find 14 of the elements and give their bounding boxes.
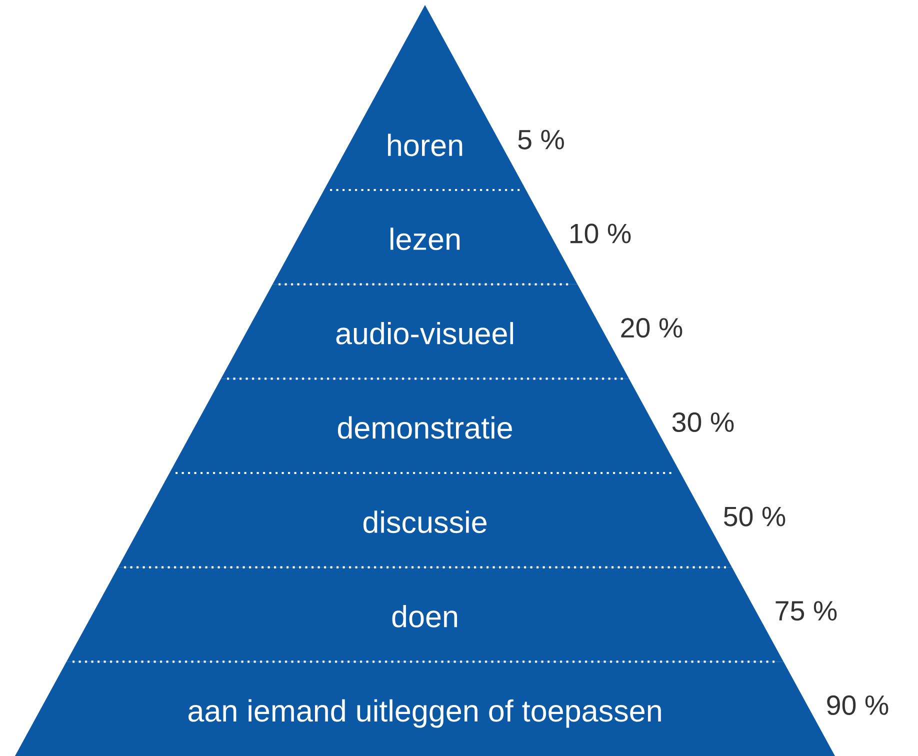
category-label: aan iemand uitleggen of toepassen	[188, 699, 661, 728]
category-label: horen	[388, 134, 462, 156]
data-label: 50 %	[724, 506, 786, 526]
category-label: lezen	[390, 228, 460, 250]
data-label: 30 %	[672, 412, 734, 432]
category-label: demonstratie	[338, 416, 512, 439]
data-label: 5 %	[518, 130, 564, 150]
data-label: 90 %	[827, 695, 888, 716]
category-label: discussie	[363, 510, 486, 534]
category-label: doen	[392, 604, 458, 628]
data-label: 20 %	[621, 318, 682, 338]
data-label: 10 %	[570, 224, 631, 244]
data-label: 75 %	[776, 601, 837, 621]
category-label: audio-visueel	[336, 322, 513, 344]
